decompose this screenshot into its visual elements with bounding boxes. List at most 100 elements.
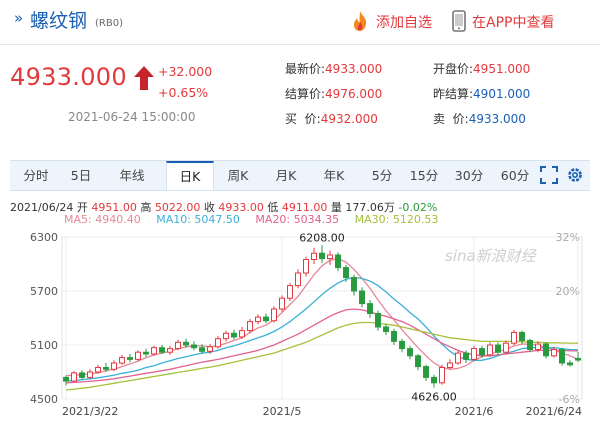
prev-settle-field: 昨结算:4901.000: [433, 87, 531, 101]
candle-body-up: [87, 371, 93, 378]
candle-body-down: [423, 366, 429, 378]
y-tick-label: 5100: [30, 339, 58, 352]
candle-body-up: [287, 285, 293, 299]
kline-chart[interactable]: 6300 32% 5700 20% 5100 4500 -6% 2021/3/22 2021/5…: [0, 228, 600, 430]
candle-body-up: [119, 357, 125, 364]
x-tick-label: 2021/6: [455, 405, 494, 418]
candle-body-up: [487, 344, 493, 356]
candle-body-up: [271, 308, 277, 322]
candle-body-up: [207, 346, 213, 352]
tab-intraday[interactable]: 分时: [23, 168, 49, 183]
y-tick-label: 4500: [30, 393, 58, 406]
candle-body-down: [159, 347, 165, 353]
candle-body-up: [303, 259, 309, 274]
candle-body-up: [239, 330, 245, 338]
candle-body-down: [343, 267, 349, 278]
y-tick-label: 6300: [30, 231, 58, 244]
tab-monthly-k[interactable]: 月K: [275, 168, 297, 183]
candle-body-down: [335, 254, 341, 269]
candle-body-up: [111, 362, 117, 370]
candle-body-up: [535, 343, 541, 350]
tab-5min[interactable]: 5分: [371, 168, 393, 183]
quote-time: 2021-06-24 15:00:00: [68, 110, 196, 124]
x-tick-label: 2021/5: [263, 405, 302, 418]
candle-body-down: [383, 326, 389, 332]
candle-body-up: [255, 316, 261, 323]
candle-body-down: [527, 340, 533, 350]
x-tick-label: 2021/3/22: [62, 405, 118, 418]
tab-yearly-k[interactable]: 年K: [323, 168, 345, 183]
candle-body-up: [135, 351, 141, 360]
header: » 螺纹钢 (RB0) 添加自选 在APP中查看: [0, 0, 600, 45]
candle-body-down: [415, 355, 421, 368]
candle-body-down: [431, 376, 437, 384]
ma-line-ma10: [65, 276, 579, 382]
latest-price-field: 最新价:4933.000: [285, 62, 383, 76]
ma-line-ma5: [65, 257, 579, 377]
candle-body-up: [279, 297, 285, 310]
candle-body-down: [183, 341, 189, 346]
candle-body-up: [223, 332, 229, 340]
candle-body-up: [95, 367, 101, 373]
candle-body-up: [327, 254, 333, 260]
candle-body-down: [375, 313, 381, 328]
settings-icon[interactable]: [566, 166, 584, 184]
phone-icon: [452, 10, 466, 32]
up-arrow-icon: [134, 66, 154, 90]
tab-year-line[interactable]: 年线: [119, 168, 145, 183]
candle-body-up: [215, 338, 221, 348]
candle-body-down: [191, 344, 197, 349]
ma5-label: MA5: 4940.40: [64, 213, 141, 226]
candle-body-down: [463, 352, 469, 360]
candle-body-down: [407, 348, 413, 357]
candle-body-up: [551, 349, 557, 357]
open-in-app-label: 在APP中查看: [472, 15, 555, 31]
candle-body-up: [471, 348, 477, 360]
settle-price-field: 结算价:4976.000: [285, 87, 383, 101]
instrument-name: 螺纹钢: [30, 10, 88, 32]
ma20-label: MA20: 5034.35: [255, 213, 340, 226]
candle-body-down: [103, 367, 109, 370]
candle-body-down: [63, 376, 69, 382]
double-chevron-icon: »: [14, 9, 24, 27]
instrument-code: (RB0): [95, 18, 123, 29]
ohlc-summary: 2021/06/24 开 4951.00 高 5022.00 收 4933.00…: [10, 201, 438, 214]
candle-body-up: [439, 367, 445, 384]
candle-body-down: [479, 348, 485, 356]
open-price-field: 开盘价:4951.000: [433, 62, 531, 76]
tab-60min[interactable]: 60分: [500, 168, 530, 183]
candle-body-down: [367, 303, 373, 314]
candle-body-up: [71, 372, 77, 382]
ma-legend: MA5: 4940.40 MA10: 5047.50 MA20: 5034.35…: [64, 213, 450, 226]
tab-15min[interactable]: 15分: [409, 168, 439, 183]
candle-body-down: [567, 362, 573, 366]
tab-daily-k[interactable]: 日K: [166, 161, 214, 190]
candle-body-down: [559, 349, 565, 364]
candle-body-up: [247, 321, 253, 332]
tab-weekly-k[interactable]: 周K: [227, 168, 249, 183]
min-value-label: 4626.00: [411, 391, 457, 404]
candle-body-down: [399, 340, 405, 350]
candle-body-up: [455, 352, 461, 364]
tab-30min[interactable]: 30分: [454, 168, 484, 183]
candle-body-up: [511, 331, 517, 344]
last-price: 4933.000: [10, 63, 127, 91]
candle-body-down: [351, 277, 357, 292]
tab-5day[interactable]: 5日: [70, 168, 92, 183]
candle-body-down: [319, 252, 325, 260]
candle-body-up: [503, 342, 509, 353]
fullscreen-icon[interactable]: [540, 166, 558, 184]
candle-body-down: [143, 351, 149, 355]
price-change-pct: +0.65%: [158, 85, 209, 100]
flame-icon: [353, 11, 367, 31]
candle-body-up: [311, 252, 317, 261]
candle-body-up: [295, 272, 301, 287]
candle-body-up: [151, 347, 157, 355]
period-tabs: 分时 5日 年线 日K 周K 月K 年K 5分 15分 30分 60分: [10, 160, 590, 191]
ask-price-field: 卖 价:4933.000: [433, 112, 526, 126]
candle-body-down: [391, 331, 397, 342]
candle-body-down: [359, 290, 365, 305]
add-favorite-label: 添加自选: [376, 15, 432, 31]
price-change: +32.000: [158, 64, 213, 79]
bid-price-field: 买 价:4932.000: [285, 112, 378, 126]
